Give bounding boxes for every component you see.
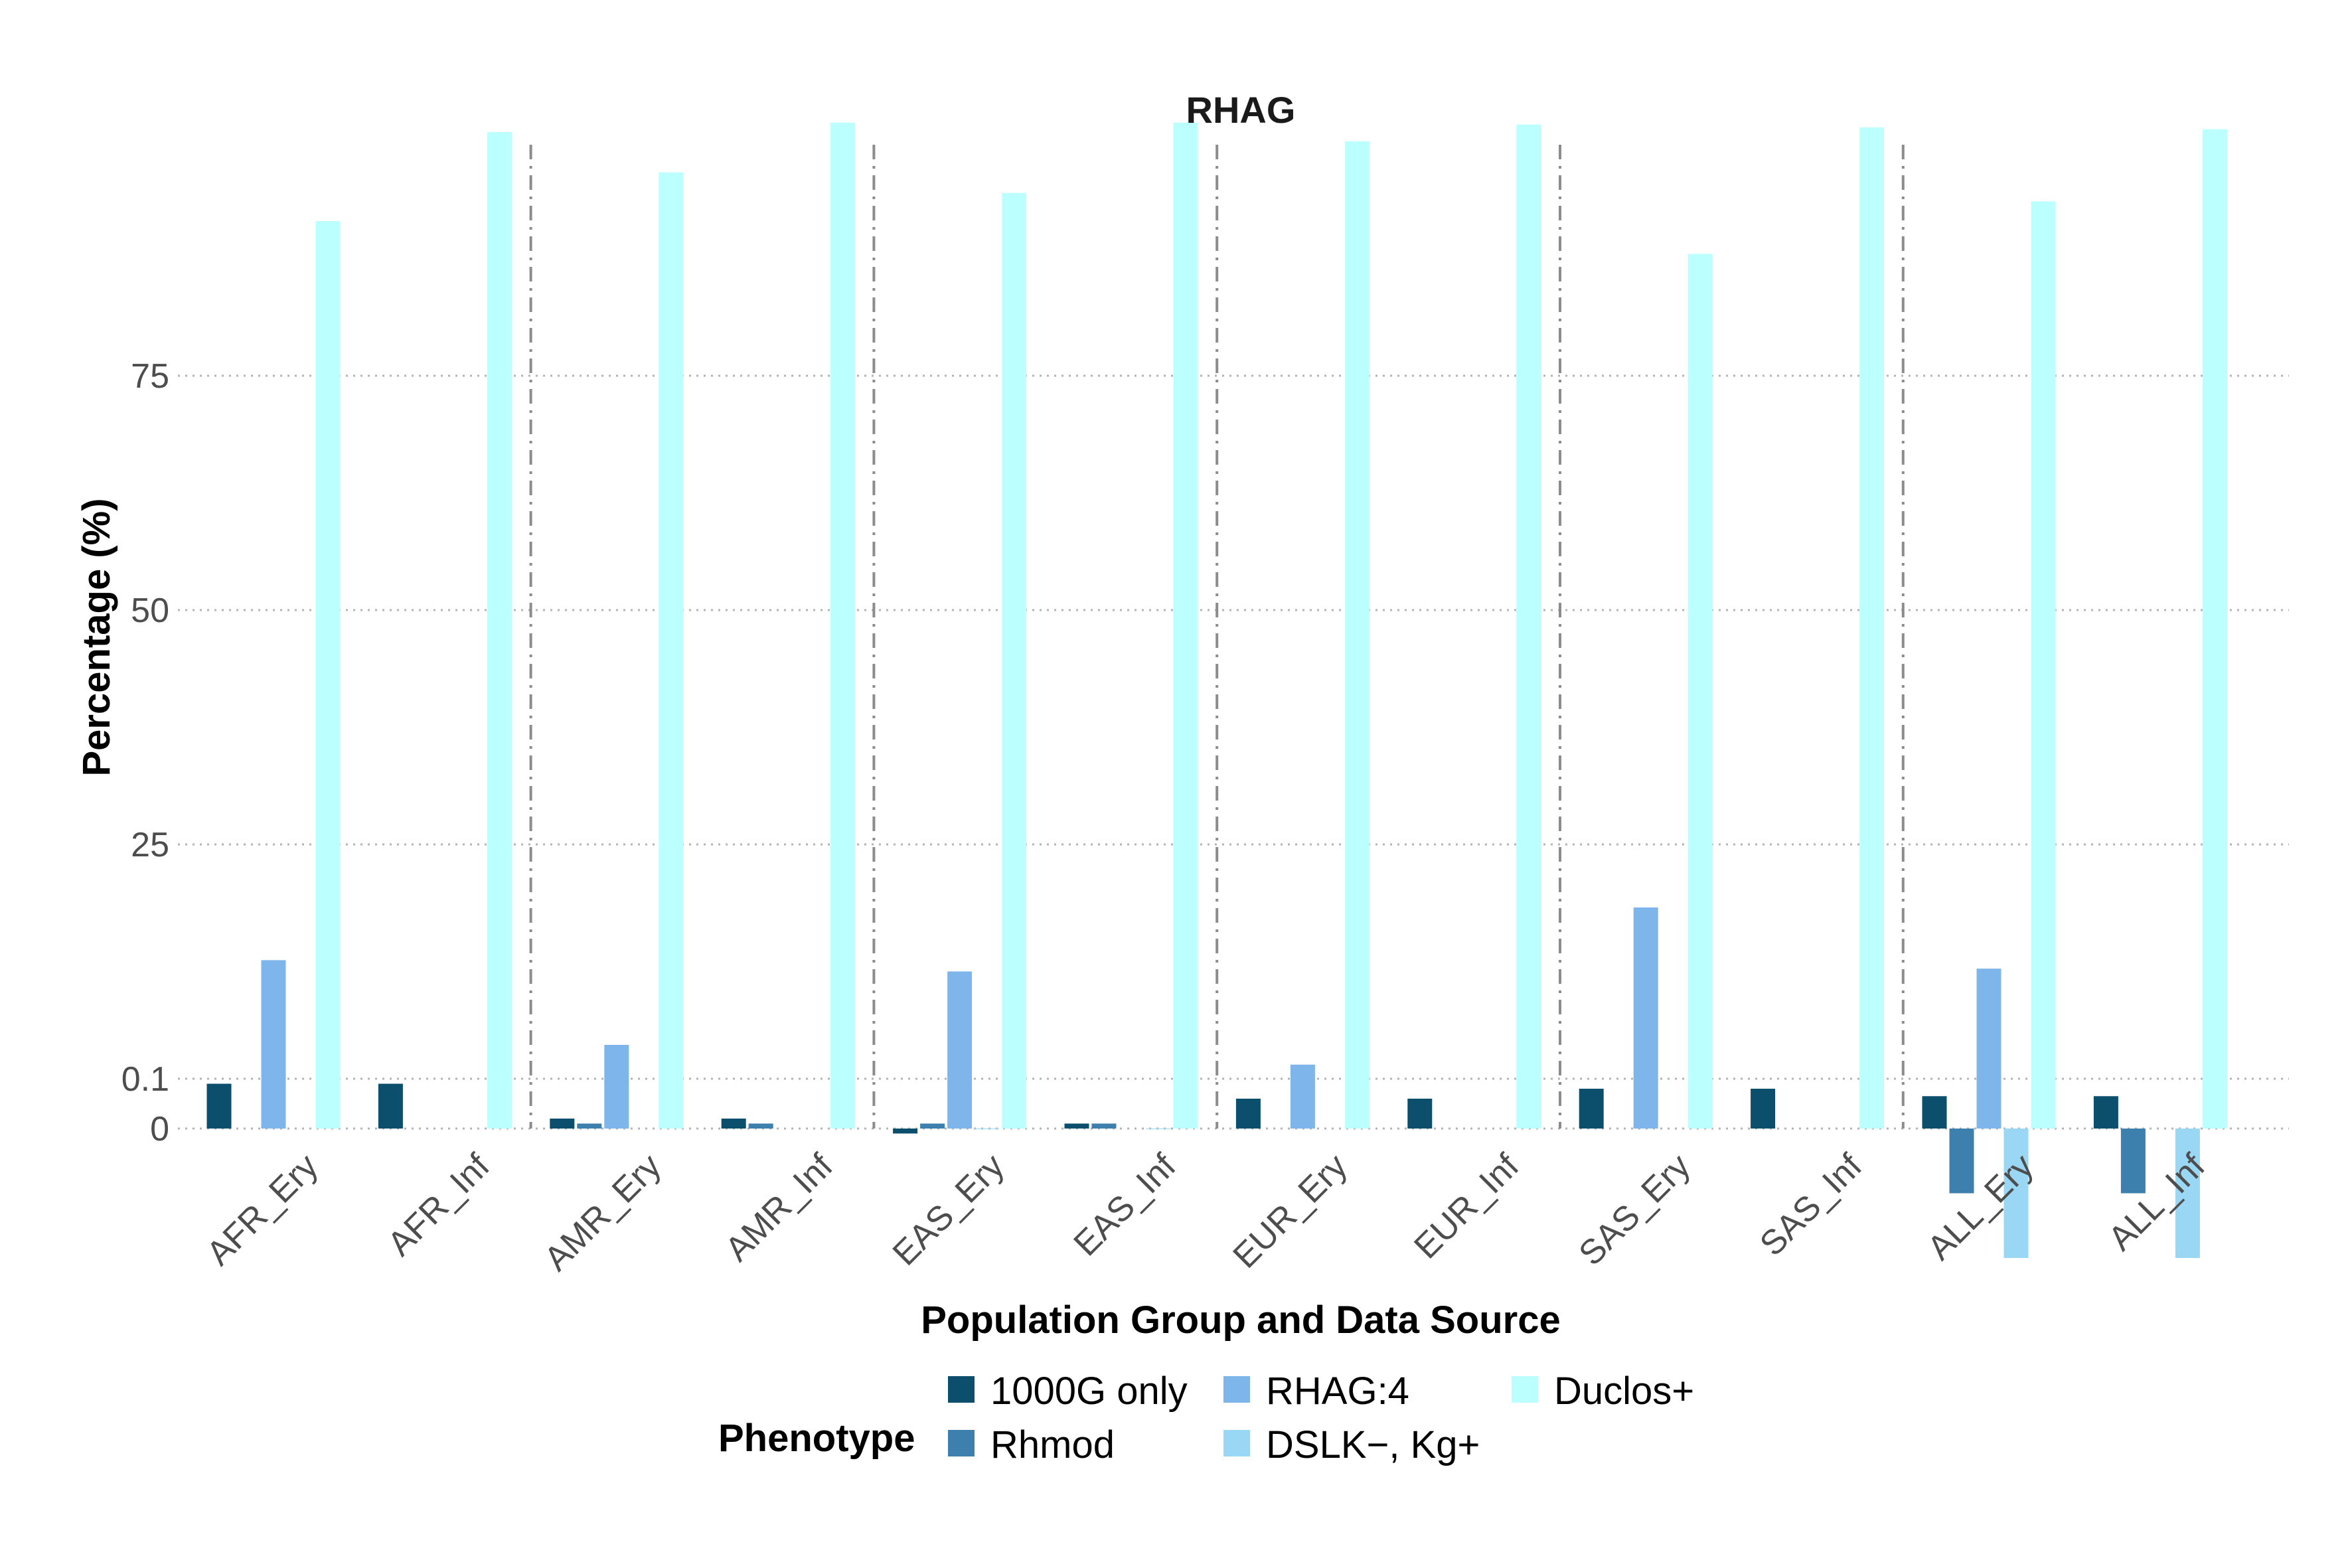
bar — [1091, 1123, 1117, 1129]
bar — [893, 1129, 918, 1134]
legend-title: Phenotype — [718, 1417, 915, 1460]
bar — [748, 1123, 773, 1129]
x-tick-label: SAS_Ery — [1571, 1146, 1697, 1273]
bar — [1859, 127, 1885, 1129]
bar — [1976, 969, 2001, 1129]
x-tick-label: EAS_Inf — [1067, 1146, 1184, 1263]
x-tick-labels: AFR_Ery AFR_Inf AMR_Ery AMR_Inf EAS_Ery EAS_I… — [199, 1146, 2213, 1279]
y-tick-label: 0 — [150, 1110, 169, 1148]
bar — [2120, 1129, 2146, 1194]
bar — [1516, 124, 1541, 1129]
x-tick-label: AFR_Ery — [199, 1146, 325, 1273]
group-separators — [529, 145, 1905, 1129]
bar — [1002, 193, 1027, 1129]
y-axis-title: Percentage (%) — [75, 498, 118, 776]
x-tick-label: AMR_Ery — [537, 1146, 668, 1278]
bar — [830, 122, 855, 1129]
bar — [604, 1044, 629, 1129]
bar — [1687, 254, 1713, 1129]
bar — [721, 1119, 746, 1129]
bar — [2202, 129, 2227, 1129]
legend-swatch — [1512, 1376, 1538, 1403]
legend-label: DSLK−, Kg+ — [1266, 1423, 1480, 1466]
x-tick-label: EUR_Ery — [1226, 1146, 1355, 1275]
x-tick-label: AFR_Inf — [380, 1146, 497, 1263]
bar — [550, 1119, 575, 1129]
legend-label: Rhmod — [990, 1423, 1115, 1466]
bar — [1235, 1099, 1261, 1129]
bar — [2175, 1129, 2200, 1258]
bar — [1579, 1089, 1604, 1129]
x-tick-label: EAS_Ery — [886, 1146, 1012, 1273]
x-tick-label: EUR_Inf — [1407, 1146, 1526, 1266]
y-tick-label: 0.1 — [121, 1060, 169, 1099]
bar — [577, 1123, 602, 1129]
bar — [1407, 1099, 1433, 1129]
y-tick-label: 25 — [131, 826, 169, 864]
bar — [947, 971, 973, 1129]
bar — [206, 1083, 232, 1129]
bar — [2003, 1129, 2029, 1258]
bar — [1949, 1129, 1974, 1194]
y-tick-label: 75 — [131, 357, 169, 396]
bar — [1633, 907, 1658, 1129]
legend: Phenotype 1000G only Rhmod RHAG:4 DSLK−, Kg… — [718, 1370, 1694, 1466]
legend-swatch — [1223, 1376, 1250, 1403]
bar — [2031, 201, 2056, 1129]
bar — [2093, 1096, 2118, 1129]
bar — [378, 1083, 403, 1129]
bar — [1064, 1123, 1089, 1129]
bar — [1751, 1089, 1776, 1129]
bars — [206, 122, 2227, 1258]
legend-label: 1000G only — [990, 1370, 1188, 1413]
legend-swatch — [948, 1376, 975, 1403]
bar — [315, 221, 341, 1129]
bar — [1290, 1064, 1315, 1129]
bar — [1922, 1096, 1947, 1129]
y-tick-labels: 0 0.1 25 50 75 — [121, 357, 169, 1148]
bar — [487, 131, 512, 1129]
legend-swatch — [948, 1430, 975, 1456]
legend-label: RHAG:4 — [1266, 1370, 1409, 1413]
bar — [1344, 141, 1370, 1129]
legend-swatch — [1223, 1430, 1250, 1456]
bar — [659, 172, 684, 1129]
y-tick-label: 50 — [131, 591, 169, 630]
legend-label: Duclos+ — [1554, 1370, 1694, 1413]
bar — [1173, 122, 1198, 1129]
bar — [261, 960, 286, 1129]
bar — [920, 1123, 945, 1129]
x-tick-label: AMR_Inf — [718, 1146, 840, 1269]
x-tick-label: SAS_Inf — [1753, 1146, 1869, 1263]
chart-title: RHAG — [1186, 89, 1296, 131]
x-axis-title: Population Group and Data Source — [921, 1298, 1561, 1342]
